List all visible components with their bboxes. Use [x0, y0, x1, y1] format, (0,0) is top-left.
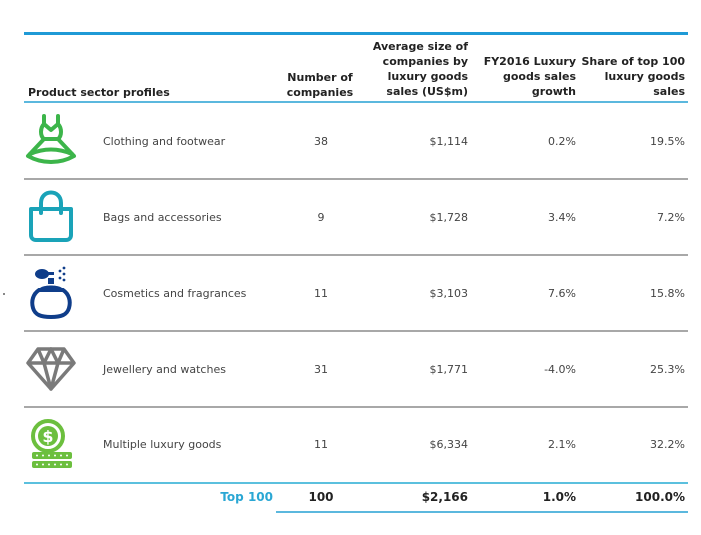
header-share-line: luxury goods — [604, 70, 685, 83]
row-avg-size: $1,771 — [429, 363, 469, 376]
header-avg-line: luxury goods — [387, 70, 468, 83]
row-divider — [24, 178, 688, 180]
svg-text:$: $ — [42, 427, 53, 446]
header-share-line: sales — [653, 85, 685, 98]
row-share: 25.3% — [650, 363, 685, 376]
header-number-line: companies — [286, 86, 354, 99]
row-divider — [24, 330, 688, 332]
header-growth-line: FY2016 Luxury — [483, 55, 576, 68]
row-label: Multiple luxury goods — [103, 438, 222, 451]
row-growth: 7.6% — [548, 287, 576, 300]
row-share: 7.2% — [657, 211, 685, 224]
header-share: Share of top 100 luxury goods sales — [580, 54, 685, 99]
row-share: 32.2% — [650, 438, 685, 451]
total-share: 100.0% — [635, 490, 685, 504]
row-avg-size: $3,103 — [429, 287, 469, 300]
row-share: 15.8% — [650, 287, 685, 300]
row-divider — [24, 406, 688, 408]
row-label: Cosmetics and fragrances — [103, 287, 247, 300]
row-growth: 0.2% — [548, 135, 576, 148]
row-growth: 2.1% — [548, 438, 576, 451]
row-share: 19.5% — [650, 135, 685, 148]
total-top-rule — [24, 482, 688, 484]
header-number: Number of companies — [286, 70, 354, 100]
row-number: 38 — [314, 135, 328, 148]
header-number-line: Number of — [287, 71, 353, 84]
stray-mark — [3, 293, 5, 295]
row-label: Clothing and footwear — [103, 135, 226, 148]
total-avg-size: $2,166 — [421, 490, 468, 504]
header-growth: FY2016 Luxury goods sales growth — [476, 54, 576, 99]
header-sector: Product sector profiles — [28, 86, 170, 99]
perfume-icon — [30, 266, 72, 319]
total-number: 100 — [308, 490, 334, 504]
row-number: 31 — [314, 363, 328, 376]
row-growth: 3.4% — [548, 211, 576, 224]
row-avg-size: $6,334 — [429, 438, 469, 451]
header-avg-size: Average size of companies by luxury good… — [368, 39, 468, 99]
total-growth: 1.0% — [542, 490, 576, 504]
coins-dollar-icon: $ — [31, 419, 72, 468]
total-bottom-rule — [276, 511, 688, 513]
row-number: 11 — [314, 438, 328, 451]
header-avg-line: companies by — [382, 55, 468, 68]
row-label: Jewellery and watches — [103, 363, 226, 376]
header-growth-line: goods sales — [503, 70, 576, 83]
header-share-line: Share of top 100 — [581, 55, 685, 68]
row-label: Bags and accessories — [103, 211, 222, 224]
header-growth-line: growth — [531, 85, 576, 98]
row-avg-size: $1,728 — [429, 211, 469, 224]
header-avg-line: Average size of — [372, 40, 468, 53]
row-divider — [24, 254, 688, 256]
row-number: 11 — [314, 287, 328, 300]
header-avg-line: sales (US$m) — [386, 85, 468, 98]
diamond-icon — [26, 347, 76, 391]
header-rule — [24, 101, 688, 103]
total-label: Top 100 — [220, 490, 273, 504]
row-number: 9 — [317, 211, 325, 224]
row-avg-size: $1,114 — [429, 135, 469, 148]
table-top-rule — [24, 32, 688, 35]
handbag-icon — [29, 190, 73, 242]
dress-icon — [26, 114, 76, 164]
row-growth: -4.0% — [544, 363, 576, 376]
